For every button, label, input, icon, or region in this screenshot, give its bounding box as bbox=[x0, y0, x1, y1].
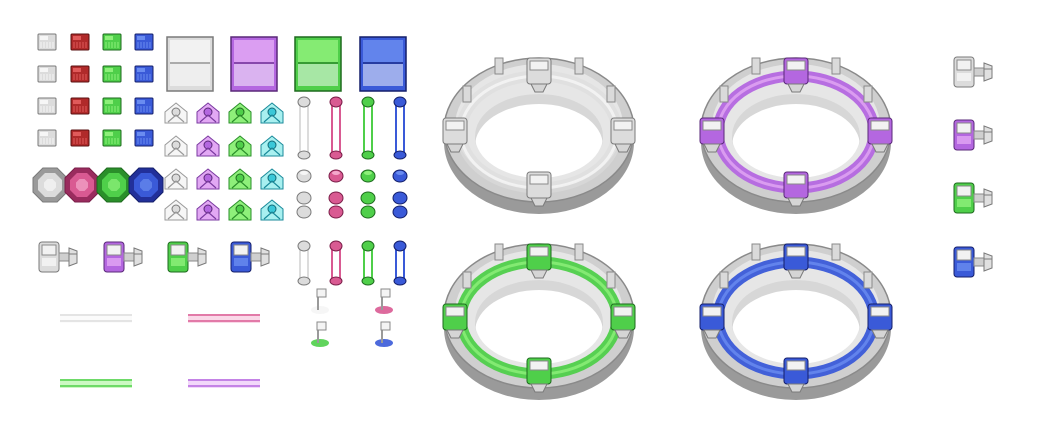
rune-icon-white bbox=[164, 199, 188, 221]
pillar-tall-pink bbox=[329, 96, 343, 160]
connector-block-row bbox=[38, 241, 270, 273]
ring-node-left bbox=[442, 303, 468, 339]
octagon-gem-blue bbox=[128, 167, 164, 203]
beam-pink bbox=[188, 314, 260, 323]
side-connector-green bbox=[953, 182, 993, 214]
large-window-green bbox=[294, 36, 342, 92]
rune-icon-white bbox=[164, 102, 188, 124]
ring-blue bbox=[699, 243, 893, 400]
small-panel-green bbox=[102, 65, 122, 83]
capsule-pink bbox=[328, 169, 344, 219]
large-window-row bbox=[166, 36, 407, 92]
ring-node-right bbox=[610, 303, 636, 339]
ring-node-right bbox=[610, 117, 636, 153]
small-panel-blue bbox=[134, 97, 154, 115]
small-panel-blue bbox=[134, 33, 154, 51]
ring-node-left bbox=[699, 117, 725, 153]
small-panel-white bbox=[37, 33, 57, 51]
octagon-gem-white bbox=[32, 167, 68, 203]
small-panel-white bbox=[37, 97, 57, 115]
rune-icon-green bbox=[228, 135, 252, 157]
ring-node-bottom bbox=[783, 171, 809, 207]
ring-node-top bbox=[526, 57, 552, 93]
capsule-blue bbox=[392, 169, 408, 219]
side-connector-purple bbox=[953, 119, 993, 151]
octagon-gem-green bbox=[96, 167, 132, 203]
small-panel-grid bbox=[37, 33, 154, 147]
pillar-set bbox=[296, 96, 408, 286]
rune-icon-white bbox=[164, 135, 188, 157]
small-panel-blue bbox=[134, 129, 154, 147]
pillar-short-blue bbox=[393, 240, 407, 286]
small-panel-blue bbox=[134, 65, 154, 83]
pillar-short-white bbox=[297, 240, 311, 286]
rune-icon-white bbox=[164, 168, 188, 190]
large-window-white bbox=[166, 36, 214, 92]
small-panel-red bbox=[70, 97, 90, 115]
connector-block-white bbox=[38, 241, 78, 273]
ring-node-top bbox=[783, 243, 809, 279]
small-panel-green bbox=[102, 33, 122, 51]
side-connector-blue bbox=[953, 246, 993, 278]
ring-node-bottom bbox=[526, 171, 552, 207]
pillar-tall-green bbox=[361, 96, 375, 160]
ring-purple bbox=[699, 57, 893, 214]
beam-set bbox=[60, 314, 260, 388]
capsule-white bbox=[296, 169, 312, 219]
rune-icon-purple bbox=[196, 102, 220, 124]
connector-block-purple bbox=[103, 241, 143, 273]
beam-purple bbox=[188, 379, 260, 388]
rune-icon-green bbox=[228, 168, 252, 190]
ring-green bbox=[442, 243, 636, 400]
connector-block-blue bbox=[230, 241, 270, 273]
small-panel-green bbox=[102, 97, 122, 115]
ring-node-left bbox=[442, 117, 468, 153]
rune-icon-cyan bbox=[260, 135, 284, 157]
ring-node-bottom bbox=[526, 357, 552, 393]
small-panel-red bbox=[70, 33, 90, 51]
beam-white bbox=[60, 314, 132, 323]
sign-pink bbox=[375, 288, 393, 314]
ring-node-top bbox=[783, 57, 809, 93]
connector-block-green bbox=[167, 241, 207, 273]
ring-white bbox=[442, 57, 636, 214]
ring-set bbox=[442, 57, 893, 400]
rune-icon-cyan bbox=[260, 102, 284, 124]
pillar-short-green bbox=[361, 240, 375, 286]
rune-icon-cyan bbox=[260, 199, 284, 221]
sign-green bbox=[311, 321, 329, 347]
sign-blue bbox=[375, 321, 393, 347]
rune-icon-cyan bbox=[260, 168, 284, 190]
sign-white bbox=[311, 288, 329, 314]
side-connector-column bbox=[953, 56, 993, 278]
small-panel-red bbox=[70, 65, 90, 83]
ring-node-right bbox=[867, 303, 893, 339]
octagon-gem-pink bbox=[64, 167, 100, 203]
small-panel-green bbox=[102, 129, 122, 147]
side-connector-white bbox=[953, 56, 993, 88]
capsule-green bbox=[360, 169, 376, 219]
ring-node-bottom bbox=[783, 357, 809, 393]
rune-icon-green bbox=[228, 102, 252, 124]
rune-icon-purple bbox=[196, 168, 220, 190]
large-window-blue bbox=[359, 36, 407, 92]
large-window-purple bbox=[230, 36, 278, 92]
rune-icon-purple bbox=[196, 199, 220, 221]
rune-icon-grid bbox=[164, 102, 284, 221]
ring-node-left bbox=[699, 303, 725, 339]
rune-icon-green bbox=[228, 199, 252, 221]
octagon-gem-row bbox=[32, 167, 164, 203]
beam-green bbox=[60, 379, 132, 388]
ring-node-top bbox=[526, 243, 552, 279]
pillar-short-pink bbox=[329, 240, 343, 286]
pillar-tall-blue bbox=[393, 96, 407, 160]
sign-set bbox=[311, 288, 393, 347]
ring-node-right bbox=[867, 117, 893, 153]
pillar-tall-white bbox=[297, 96, 311, 160]
small-panel-white bbox=[37, 129, 57, 147]
small-panel-white bbox=[37, 65, 57, 83]
small-panel-red bbox=[70, 129, 90, 147]
rune-icon-purple bbox=[196, 135, 220, 157]
